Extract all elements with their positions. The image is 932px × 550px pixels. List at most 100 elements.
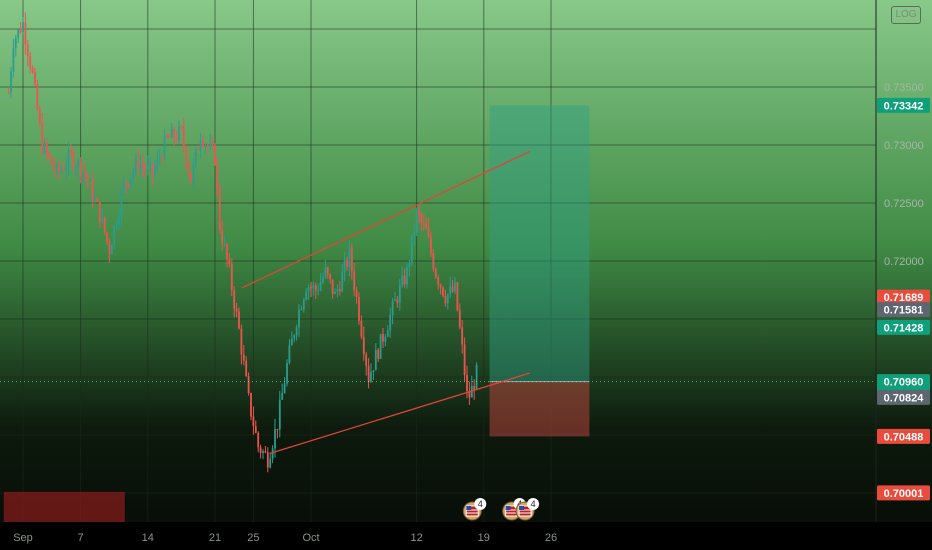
candlestick-series — [7, 12, 478, 473]
candle-body — [12, 48, 15, 72]
candle-body — [408, 262, 411, 268]
candle-body — [422, 222, 425, 224]
candle-body — [43, 142, 46, 153]
candle-body — [89, 180, 92, 182]
us-flag-icon — [465, 505, 479, 517]
economic-events[interactable]: 444 — [462, 498, 540, 521]
candle-body — [233, 290, 236, 309]
candle-body — [463, 344, 466, 376]
candle-body — [192, 163, 195, 183]
price-tag: 0.71689 — [877, 289, 930, 305]
candle-body — [382, 333, 384, 342]
candle-body — [84, 172, 87, 175]
candle-body — [46, 142, 48, 153]
flag-canton — [519, 506, 525, 510]
candle-body — [310, 287, 312, 289]
price-tag-bg — [877, 97, 930, 113]
candle-body — [276, 428, 279, 430]
candle-body — [446, 294, 449, 304]
candle-body — [257, 432, 260, 448]
candle-body — [38, 109, 41, 123]
candle-body — [475, 365, 478, 390]
candle-body — [134, 158, 137, 172]
candle-body — [173, 128, 176, 139]
candle-body — [206, 144, 209, 147]
time-axis: Sep 7 14 21 25 Oct 12 19 26 — [13, 532, 557, 544]
candle-body — [22, 22, 24, 33]
scale-mode-button[interactable]: LOG — [891, 6, 921, 24]
candle-body — [324, 267, 327, 278]
candle-body — [178, 126, 180, 141]
candle-body — [65, 166, 68, 171]
candle-body — [158, 157, 161, 159]
profit-zone — [489, 105, 590, 382]
price-tag: 0.73342 — [877, 97, 930, 113]
candle-body — [34, 72, 36, 84]
trendlines[interactable] — [0, 150, 876, 455]
candle-body — [466, 375, 468, 391]
candle-body — [336, 289, 339, 292]
candle-body — [286, 362, 288, 384]
candle-body — [82, 172, 84, 178]
candle-body — [254, 426, 257, 433]
candle-body — [396, 299, 399, 303]
candle-body — [163, 135, 166, 160]
candle-body — [398, 285, 401, 303]
candle-body — [317, 290, 320, 292]
candle-body — [266, 452, 269, 468]
price-tag-bg — [877, 485, 930, 501]
candle-body — [132, 171, 135, 178]
candle-body — [24, 22, 27, 45]
candle-body — [101, 217, 104, 223]
candle-body — [17, 28, 20, 38]
candle-body — [468, 390, 471, 398]
candle-body — [367, 365, 370, 382]
candle-body — [161, 157, 164, 160]
long-position-tool[interactable] — [489, 105, 590, 437]
trendline — [269, 372, 531, 455]
candle-body — [187, 164, 190, 173]
candle-body — [312, 285, 315, 288]
candle-body — [329, 274, 332, 280]
candle-body — [410, 235, 413, 263]
candle-body — [322, 277, 324, 283]
flag-canton — [505, 506, 511, 510]
candle-body — [185, 146, 188, 165]
grid-lines — [0, 0, 876, 522]
price-tag-value: 0.73342 — [884, 100, 924, 112]
candle-body — [377, 349, 380, 359]
candle-body — [473, 385, 476, 390]
price-tick-label: 0.73000 — [884, 140, 924, 152]
candle-body — [7, 92, 10, 94]
candle-body — [437, 277, 440, 285]
candle-body — [307, 287, 310, 292]
event-count-badge — [527, 498, 540, 510]
candle-body — [58, 165, 60, 172]
candle-body — [290, 338, 293, 346]
candle-body — [31, 68, 34, 73]
candle-body — [120, 191, 123, 216]
time-tick-label: 21 — [209, 532, 221, 544]
candle-body — [403, 275, 406, 285]
flag-canton — [466, 506, 472, 510]
candle-body — [74, 167, 77, 169]
candle-body — [118, 215, 120, 225]
candle-body — [331, 279, 334, 295]
candle-body — [50, 156, 53, 166]
candle-body — [53, 165, 56, 171]
candle-body — [444, 295, 447, 304]
candle-body — [365, 354, 368, 366]
time-tick-label: 25 — [247, 532, 259, 544]
candle-body — [415, 209, 418, 233]
price-tag: 0.70001 — [877, 485, 930, 501]
candle-body — [456, 282, 459, 311]
candle-body — [180, 126, 183, 128]
candle-body — [470, 385, 473, 398]
us-flag-icon — [518, 505, 532, 517]
price-tag: 0.70488 — [877, 428, 930, 444]
candle-body — [235, 308, 238, 312]
time-axis-panel[interactable] — [0, 522, 932, 550]
candle-body — [115, 224, 118, 226]
candle-body — [413, 232, 416, 236]
